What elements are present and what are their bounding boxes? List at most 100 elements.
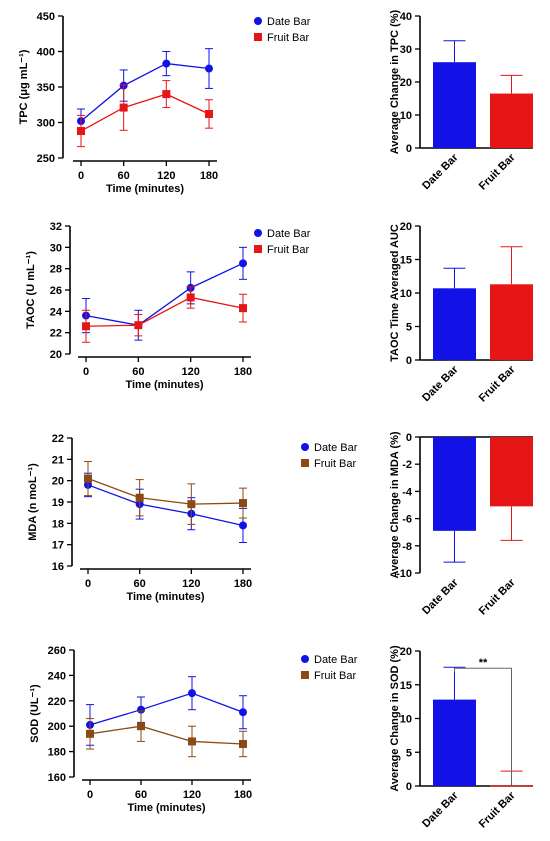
- data-point: [187, 500, 196, 509]
- y-tick-label: 24: [50, 306, 63, 318]
- y-tick-label: 26: [50, 285, 62, 297]
- y-tick-label: -10: [396, 568, 412, 580]
- data-point: [162, 90, 171, 99]
- data-point: [134, 321, 143, 330]
- bar-fruit-bar: [490, 93, 533, 148]
- legend-label: Date Bar: [314, 442, 358, 454]
- x-tick-label: 120: [181, 366, 199, 378]
- x-tick-label: 120: [182, 578, 200, 590]
- x-category-label: Fruit Bar: [477, 789, 518, 830]
- legend-marker: [254, 229, 262, 237]
- series-line: [85, 262, 244, 326]
- series-line: [89, 692, 244, 726]
- bar-date-bar: [433, 699, 476, 786]
- legend-label: Fruit Bar: [267, 244, 310, 256]
- bar-fruit-bar: [490, 437, 533, 507]
- x-category-label: Fruit Bar: [477, 576, 518, 617]
- y-tick-label: 160: [48, 772, 66, 784]
- data-point: [205, 109, 213, 118]
- line-chart-1: 250 300 350 400 450 0 60 120 180 Time (minutes) TP…: [18, 11, 311, 195]
- y-tick-label: -4: [402, 486, 413, 498]
- legend-label: Fruit Bar: [267, 32, 310, 44]
- y-tick-label: 15: [400, 255, 412, 267]
- series-fruit-bar: [82, 286, 247, 343]
- data-point: [239, 521, 247, 530]
- y-tick-label: 200: [48, 721, 66, 733]
- legend: Date Bar Fruit Bar: [301, 442, 358, 470]
- legend-label: Date Bar: [314, 654, 358, 666]
- y-axis-title: Average Change in TPC (%): [389, 9, 401, 154]
- y-axis-title: Average Change in SOD (%): [389, 645, 401, 792]
- data-point: [188, 737, 196, 746]
- data-point: [86, 729, 94, 738]
- legend-marker: [254, 17, 262, 25]
- legend: Date Bar Fruit Bar: [254, 228, 311, 256]
- x-tick-label: 180: [234, 789, 252, 801]
- data-point: [239, 304, 247, 313]
- x-tick-label: 60: [134, 578, 146, 590]
- y-tick-label: 20: [400, 646, 412, 658]
- y-tick-label: 0: [406, 781, 412, 793]
- y-tick-label: 350: [37, 82, 55, 94]
- y-tick-label: 22: [52, 433, 64, 445]
- x-tick-label: 0: [78, 170, 84, 182]
- series-date-bar: [84, 472, 247, 544]
- x-category-label: Fruit Bar: [477, 151, 518, 192]
- legend-label: Date Bar: [267, 16, 311, 28]
- x-category-label: Fruit Bar: [477, 363, 518, 404]
- x-tick-label: 60: [132, 366, 144, 378]
- y-tick-label: 0: [406, 143, 412, 155]
- y-tick-label: 260: [48, 645, 66, 657]
- x-tick-label: 60: [118, 170, 130, 182]
- y-tick-label: 10: [400, 714, 412, 726]
- y-tick-label: 40: [400, 11, 412, 23]
- y-tick-label: 220: [48, 696, 66, 708]
- y-tick-label: 240: [48, 670, 66, 682]
- data-point: [205, 64, 213, 73]
- y-tick-label: 22: [50, 328, 62, 340]
- data-point: [186, 293, 195, 302]
- line-chart-4: 160 180 200 220 240 260 0 60 120 180 Time (minutes…: [29, 645, 358, 814]
- y-tick-label: 10: [400, 288, 412, 300]
- y-tick-label: -8: [402, 541, 412, 553]
- y-tick-label: 400: [37, 47, 55, 59]
- legend-label: Date Bar: [267, 228, 311, 240]
- line-chart-2: 20 22 24 26 28 30 32 0 60 120 180 Time (minutes) TAO…: [25, 221, 311, 391]
- legend-marker: [301, 671, 309, 679]
- x-category-label: Date Bar: [420, 789, 461, 830]
- data-point: [119, 103, 128, 112]
- y-tick-label: 180: [48, 747, 66, 759]
- y-tick-label: 21: [52, 454, 64, 466]
- series-fruit-bar: [86, 710, 247, 758]
- x-tick-label: 120: [157, 170, 175, 182]
- x-tick-label: 60: [135, 789, 147, 801]
- x-tick-label: 180: [200, 170, 218, 182]
- legend-marker: [301, 443, 309, 451]
- y-tick-label: 30: [50, 242, 62, 254]
- significance-label: **: [479, 657, 488, 669]
- legend-marker: [301, 655, 309, 663]
- significance-bracket: [454, 667, 512, 784]
- series-date-bar: [77, 48, 213, 134]
- bar-date-bar: [433, 62, 476, 149]
- y-tick-label: 10: [400, 110, 412, 122]
- y-tick-label: 20: [52, 476, 64, 488]
- x-tick-label: 180: [234, 578, 252, 590]
- y-tick-label: 28: [50, 264, 62, 276]
- y-tick-label: 450: [37, 11, 55, 23]
- data-point: [188, 689, 196, 698]
- data-point: [239, 739, 247, 748]
- x-axis-title: Time (minutes): [126, 591, 204, 603]
- legend-marker: [254, 245, 262, 253]
- x-tick-label: 0: [83, 366, 89, 378]
- series-line: [87, 477, 244, 505]
- x-tick-label: 0: [85, 578, 91, 590]
- y-axis-title: Average Change in MDA (%): [389, 431, 401, 578]
- x-axis-title: Time (minutes): [127, 802, 205, 814]
- line-chart-3: 16 17 18 19 20 21 22 0 60 120 180 Time (minutes) MDA…: [27, 433, 358, 603]
- y-axis-title: TPC (μg mL⁻¹): [18, 49, 30, 124]
- data-point: [239, 259, 247, 268]
- y-axis-title: SOD (UL⁻¹): [29, 684, 41, 743]
- y-axis-title: TAOC (U mL⁻¹): [25, 251, 37, 329]
